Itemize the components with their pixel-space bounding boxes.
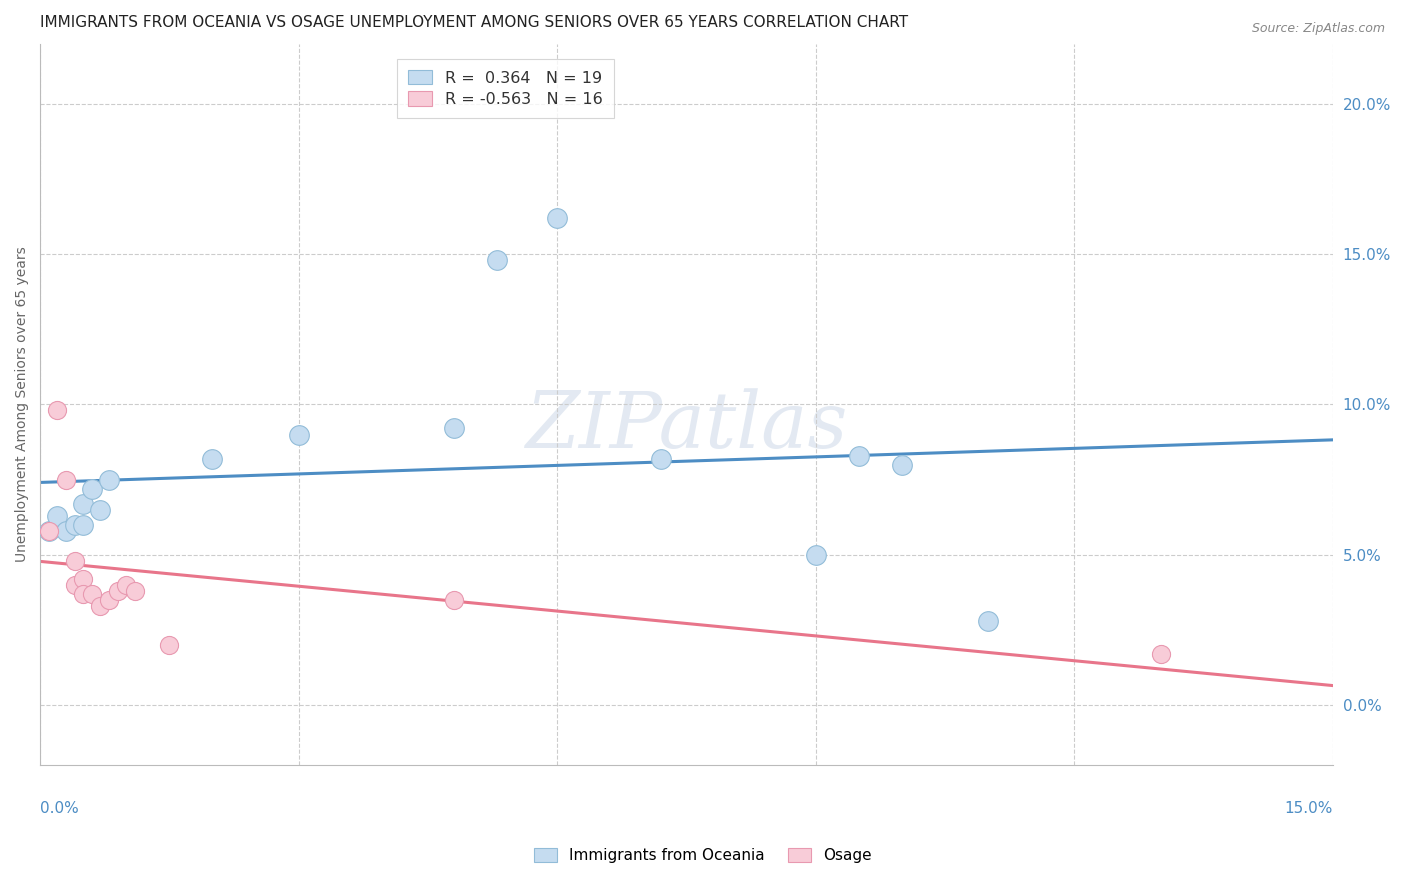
Point xyxy=(650,451,672,466)
Point xyxy=(63,554,86,568)
Point xyxy=(107,583,129,598)
Point xyxy=(63,517,86,532)
Point xyxy=(848,449,870,463)
Point xyxy=(72,497,94,511)
Point xyxy=(443,592,465,607)
Point xyxy=(804,548,827,562)
Text: ZIPatlas: ZIPatlas xyxy=(526,388,848,464)
Legend: Immigrants from Oceania, Osage: Immigrants from Oceania, Osage xyxy=(527,840,879,871)
Point xyxy=(38,524,60,538)
Point xyxy=(89,502,111,516)
Text: 0.0%: 0.0% xyxy=(41,801,79,816)
Point xyxy=(38,524,60,538)
Point xyxy=(977,614,1000,628)
Y-axis label: Unemployment Among Seniors over 65 years: Unemployment Among Seniors over 65 years xyxy=(15,246,30,562)
Point xyxy=(443,421,465,435)
Point xyxy=(1149,647,1171,661)
Point xyxy=(891,458,914,472)
Point xyxy=(287,427,309,442)
Point xyxy=(55,524,77,538)
Text: Source: ZipAtlas.com: Source: ZipAtlas.com xyxy=(1251,22,1385,36)
Point xyxy=(46,508,69,523)
Point xyxy=(89,599,111,613)
Legend: R =  0.364   N = 19, R = -0.563   N = 16: R = 0.364 N = 19, R = -0.563 N = 16 xyxy=(396,59,614,118)
Text: 15.0%: 15.0% xyxy=(1285,801,1333,816)
Point xyxy=(80,587,103,601)
Point xyxy=(55,473,77,487)
Point xyxy=(46,403,69,417)
Point xyxy=(98,592,121,607)
Point xyxy=(201,451,224,466)
Point xyxy=(80,482,103,496)
Point xyxy=(72,517,94,532)
Title: IMMIGRANTS FROM OCEANIA VS OSAGE UNEMPLOYMENT AMONG SENIORS OVER 65 YEARS CORREL: IMMIGRANTS FROM OCEANIA VS OSAGE UNEMPLO… xyxy=(41,15,908,30)
Point xyxy=(72,572,94,586)
Point xyxy=(546,211,568,225)
Point xyxy=(115,578,138,592)
Point xyxy=(72,587,94,601)
Point xyxy=(63,578,86,592)
Point xyxy=(157,638,180,652)
Point xyxy=(485,253,508,268)
Point xyxy=(124,583,146,598)
Point xyxy=(98,473,121,487)
